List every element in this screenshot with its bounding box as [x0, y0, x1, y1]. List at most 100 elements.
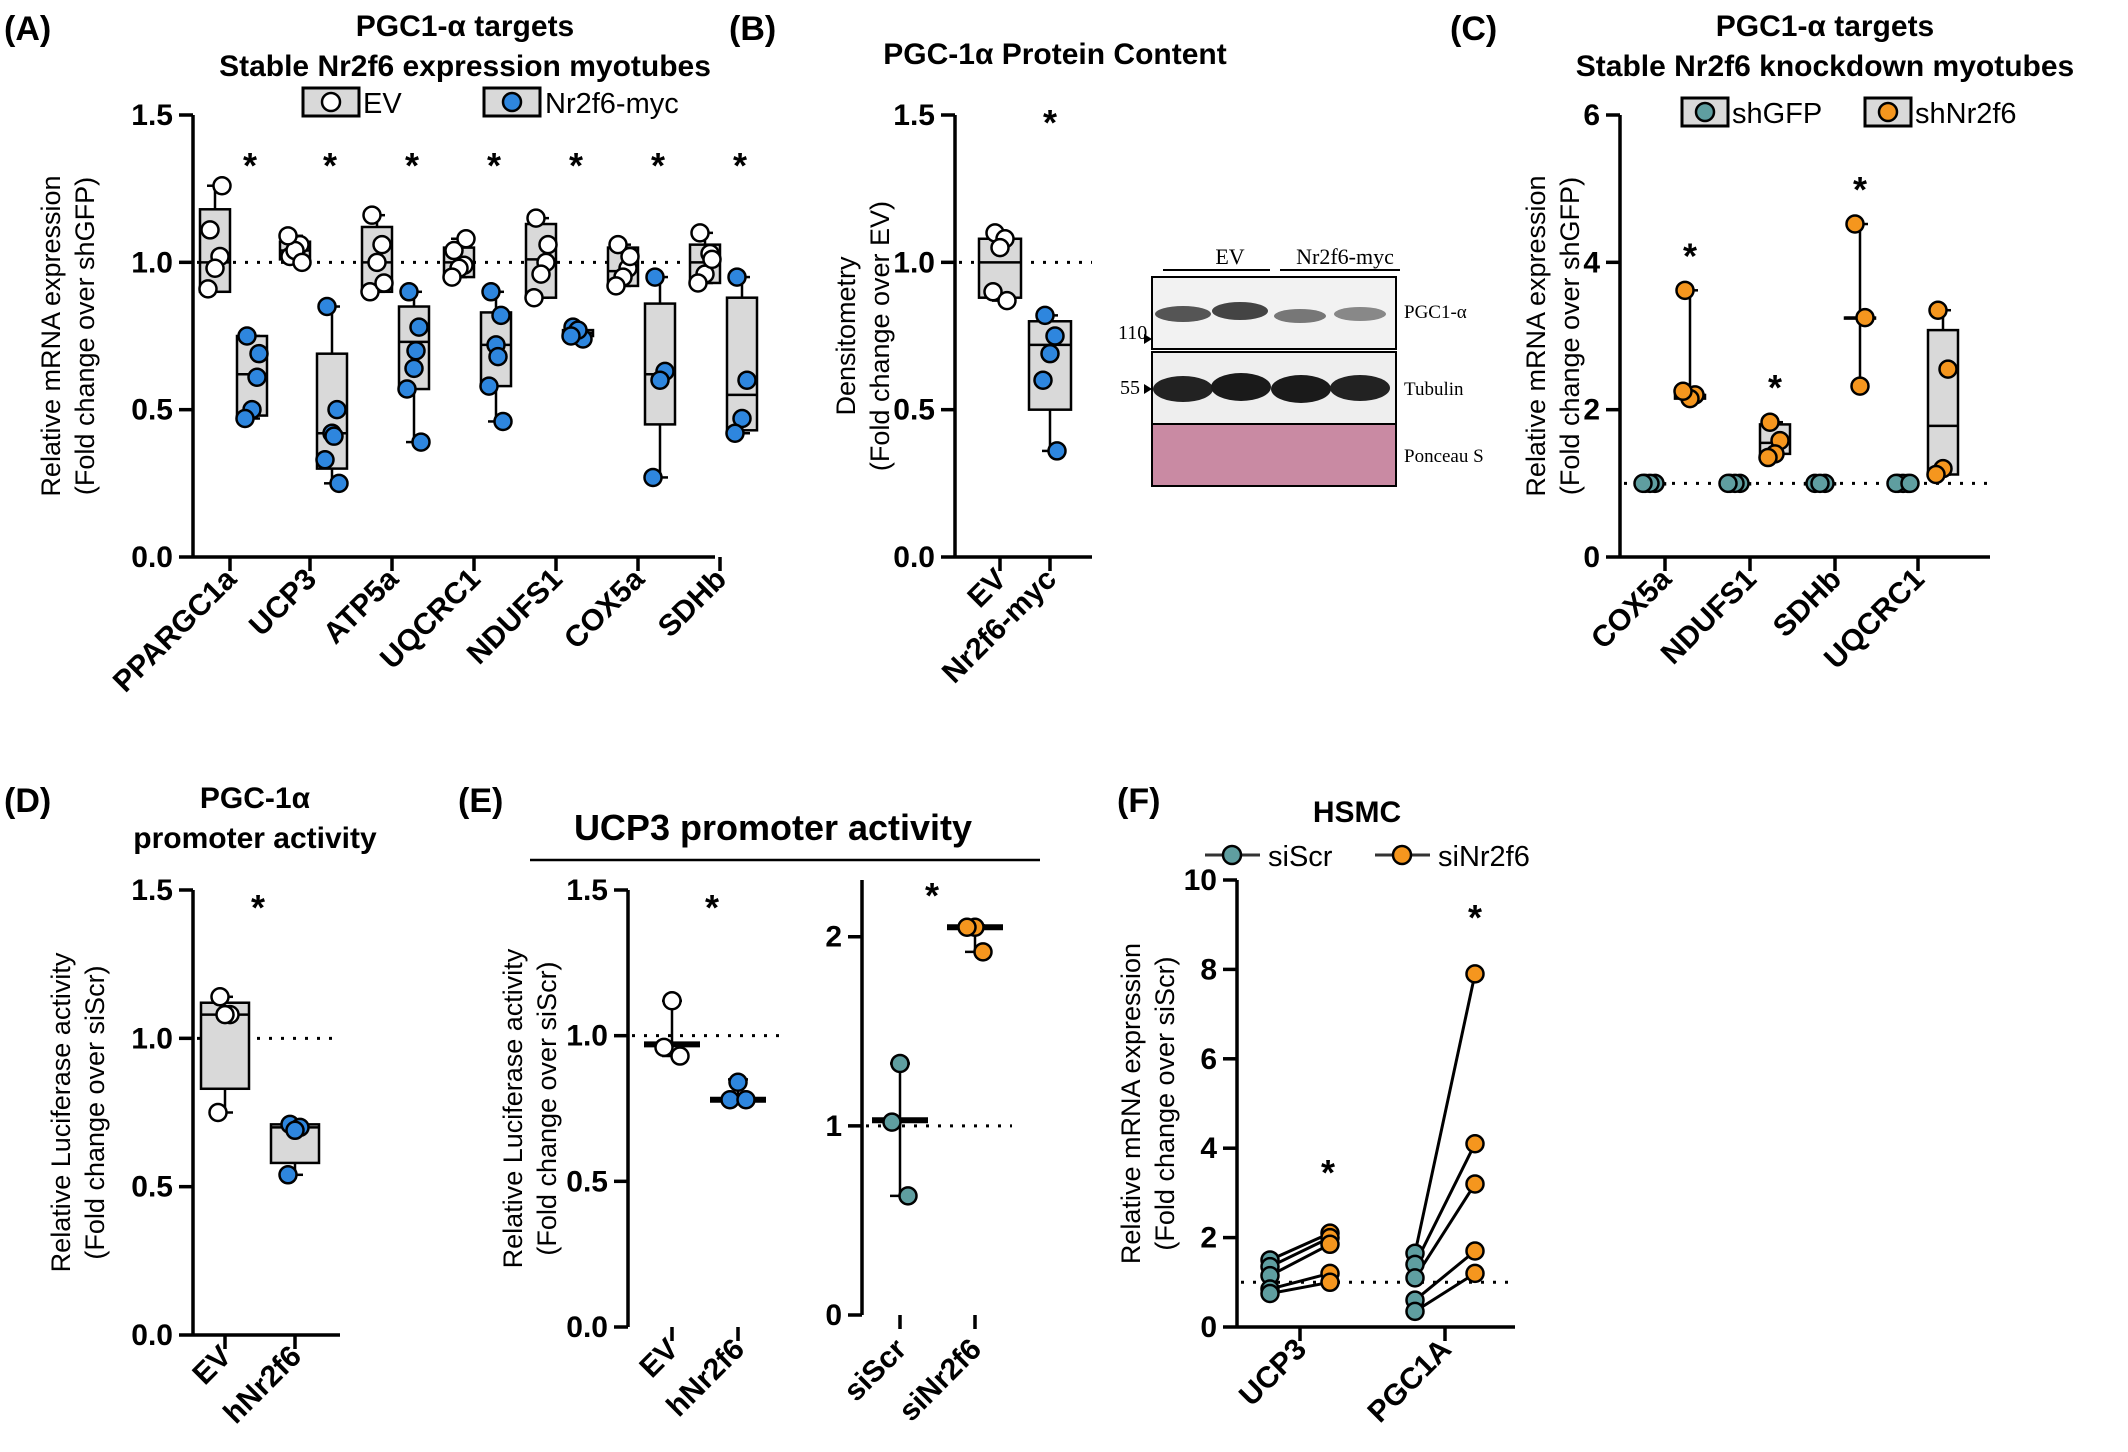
- data-point: [1035, 305, 1055, 326]
- data-point: [650, 370, 670, 390]
- panel-d-title-1: PGC-1α: [200, 782, 311, 815]
- marker-arrow-icon: [1144, 334, 1152, 344]
- pair-line: [1414, 1272, 1476, 1313]
- data-point: [247, 367, 267, 388]
- pair-line: [1269, 1236, 1331, 1269]
- data-point: [278, 226, 298, 246]
- pair-line: [1269, 1231, 1331, 1262]
- blot-label-pgc1a: PGC1-α: [1404, 302, 1467, 323]
- data-point: [983, 282, 1003, 302]
- data-point: [1465, 1174, 1485, 1194]
- x-tick-label: hNr2f6: [217, 1340, 308, 1431]
- data-point: [1855, 307, 1875, 328]
- panel-c-title-2: Stable Nr2f6 knockdown myotubes: [1576, 50, 2074, 83]
- y-axis-label: (Fold change over siScr): [80, 965, 110, 1259]
- legend-label-siscr: siScr: [1268, 841, 1333, 873]
- data-point: [670, 1046, 690, 1066]
- data-point: [538, 234, 558, 255]
- significance-star: *: [1853, 169, 1867, 210]
- data-point: [882, 1112, 902, 1132]
- y-tick-label: 0.0: [893, 541, 935, 574]
- y-tick-label: 0.5: [131, 1171, 173, 1204]
- panel-f-title: HSMC: [1313, 796, 1401, 829]
- data-point: [329, 473, 349, 494]
- data-point: [315, 450, 335, 470]
- data-point: [481, 282, 501, 302]
- data-point: [1405, 1301, 1425, 1322]
- data-point: [1675, 280, 1695, 301]
- blot-marker-110: 110: [1118, 322, 1147, 344]
- significance-star: *: [705, 887, 719, 928]
- data-point: [736, 1090, 756, 1110]
- pair-line: [1413, 1183, 1477, 1279]
- data-point: [720, 1090, 740, 1110]
- panel-c-letter: (C): [1450, 10, 1497, 48]
- data-point: [327, 399, 347, 420]
- x-tick-label: EV: [186, 1340, 238, 1392]
- y-tick-label: 2: [825, 921, 842, 954]
- data-point: [285, 1120, 305, 1141]
- data-point: [249, 343, 269, 364]
- significance-star: *: [1468, 897, 1482, 938]
- data-point: [1900, 473, 1920, 494]
- data-point: [367, 252, 387, 273]
- data-point: [362, 205, 382, 225]
- x-tick-label: siNr2f6: [893, 1333, 988, 1428]
- y-tick-label: 0.5: [131, 394, 173, 427]
- data-point: [488, 346, 508, 367]
- legend-marker-shgfp: [1694, 101, 1716, 123]
- pair-line: [1413, 973, 1477, 1254]
- y-tick-label: 0.5: [566, 1165, 608, 1198]
- pair-line: [1414, 1249, 1476, 1302]
- y-axis-label: Relative mRNA expression: [36, 175, 66, 496]
- x-tick-label: UCP3: [243, 563, 323, 643]
- legend-marker-ev: [320, 91, 342, 113]
- y-tick-label: 8: [1200, 953, 1217, 986]
- pair-line: [1269, 1242, 1331, 1277]
- legend-marker-shnr2f6: [1877, 101, 1899, 123]
- panel-c-title-1: PGC1-α targets: [1716, 10, 1935, 43]
- y-tick-label: 10: [1184, 864, 1217, 897]
- data-point: [620, 246, 640, 267]
- blot-band: [1153, 376, 1213, 402]
- significance-star: *: [1043, 102, 1057, 143]
- data-point: [1405, 1268, 1425, 1288]
- y-tick-label: 0.0: [566, 1311, 608, 1344]
- y-tick-label: 1.0: [131, 1022, 173, 1055]
- blot-marker-55: 55: [1120, 377, 1140, 399]
- pair-line: [1413, 1143, 1477, 1266]
- data-point: [372, 234, 392, 255]
- data-point: [235, 408, 255, 429]
- panel-a-letter: (A): [4, 10, 51, 48]
- data-point: [1045, 326, 1065, 346]
- data-point: [456, 229, 476, 249]
- data-point: [292, 252, 312, 273]
- data-point: [643, 467, 663, 488]
- y-tick-label: 1.5: [566, 874, 608, 907]
- data-point: [531, 264, 551, 284]
- data-point: [208, 1102, 228, 1123]
- data-point: [1320, 1272, 1340, 1293]
- panel-b-letter: (B): [729, 10, 776, 48]
- data-point: [444, 240, 464, 261]
- legend-label-shgfp: shGFP: [1732, 98, 1822, 130]
- data-point: [1673, 381, 1693, 401]
- panel-f: (F) HSMC siScr siNr2f6: [1117, 782, 1530, 873]
- data-point: [688, 273, 708, 293]
- data-point: [973, 942, 993, 962]
- data-point: [442, 267, 462, 287]
- significance-star: *: [569, 145, 583, 186]
- data-point: [702, 249, 722, 270]
- data-point: [406, 340, 426, 361]
- data-point: [1465, 1241, 1485, 1261]
- panel-a-title-1: PGC1-α targets: [356, 10, 575, 43]
- y-axis-label: Relative Luciferase activity: [46, 952, 76, 1272]
- y-tick-label: 1.0: [893, 246, 935, 279]
- data-point: [397, 379, 417, 399]
- blot-band: [1334, 307, 1386, 321]
- western-blot: EV Nr2f6-myc PGC1-α 110 Tubulin 55 Ponce…: [1118, 244, 1484, 487]
- x-tick-label: SDHb: [1767, 563, 1848, 644]
- data-point: [200, 220, 220, 240]
- blot-lane-ev: EV: [1215, 244, 1244, 269]
- y-tick-label: 6: [1583, 99, 1600, 132]
